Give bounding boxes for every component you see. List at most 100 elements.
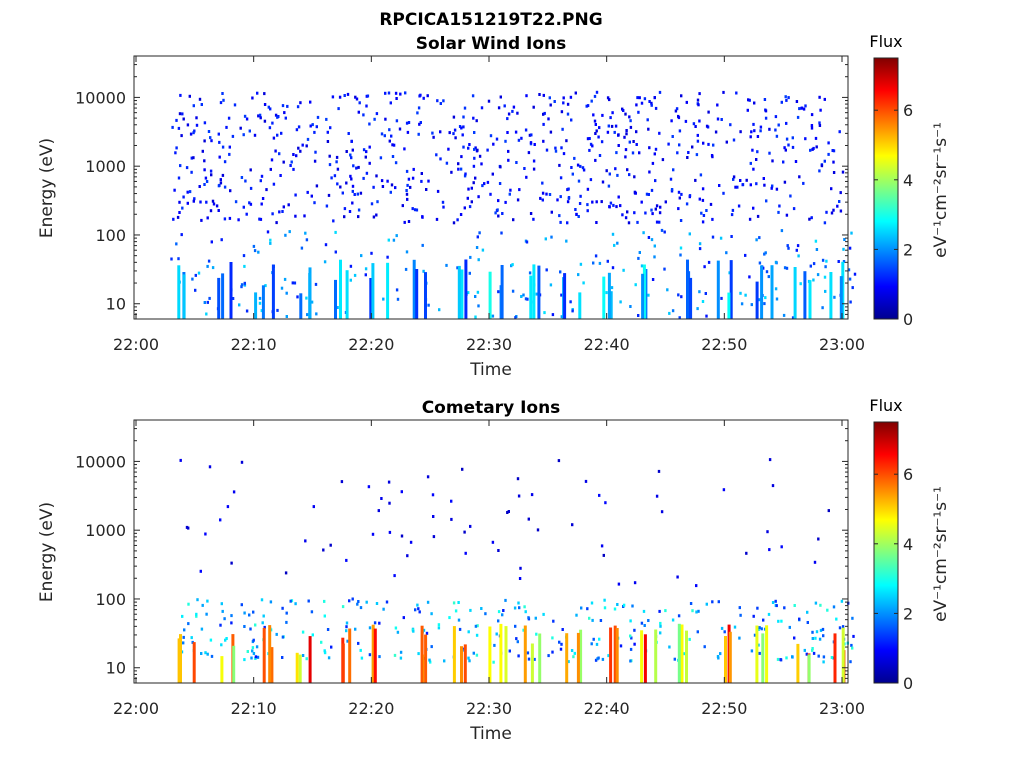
heatmap-cell	[565, 239, 568, 243]
heatmap-cell	[207, 259, 211, 263]
heatmap-cell	[370, 251, 373, 255]
heatmap-cell	[598, 154, 602, 157]
heatmap-cell	[452, 115, 456, 119]
heatmap-cell	[724, 636, 727, 683]
heatmap-cell	[204, 176, 208, 180]
heatmap-cell	[654, 629, 658, 683]
heatmap-cell	[658, 90, 662, 94]
heatmap-cell	[384, 117, 387, 121]
heatmap-cell	[190, 636, 193, 640]
heatmap-cell	[582, 168, 586, 172]
heatmap-cell	[398, 127, 402, 131]
heatmap-cell	[648, 170, 651, 174]
panel-title: Cometary Ions	[422, 398, 561, 418]
heatmap-cell	[387, 480, 391, 484]
heatmap-cell	[503, 104, 506, 108]
heatmap-cell	[516, 640, 519, 644]
heatmap-cell	[334, 279, 337, 319]
heatmap-cell	[633, 628, 636, 632]
heatmap-cell	[196, 598, 199, 602]
heatmap-cell	[608, 172, 611, 176]
heatmap-cell	[512, 105, 516, 109]
heatmap-cell	[386, 179, 389, 183]
heatmap-cell	[595, 221, 598, 224]
heatmap-cell	[793, 267, 797, 319]
heatmap-cell	[707, 142, 710, 146]
heatmap-cells	[177, 458, 855, 683]
heatmap-cell	[341, 191, 344, 195]
heatmap-cell	[295, 652, 299, 683]
x-axis-label: Time	[469, 360, 512, 380]
heatmap-cell	[404, 91, 407, 95]
heatmap-cell	[723, 630, 726, 634]
heatmap-cell	[607, 184, 611, 188]
heatmap-cell	[481, 184, 484, 188]
heatmap-cell	[832, 149, 836, 153]
heatmap-cell	[685, 100, 688, 104]
heatmap-cell	[373, 628, 377, 683]
heatmap-cell	[528, 133, 532, 137]
heatmap-cell	[803, 648, 806, 652]
heatmap-cell	[260, 309, 263, 313]
heatmap-cell	[358, 101, 361, 105]
heatmap-cell	[396, 630, 400, 634]
heatmap-cell	[629, 647, 633, 651]
heatmap-cell	[412, 167, 415, 171]
heatmap-cell	[323, 651, 327, 655]
heatmap-cell	[192, 199, 195, 203]
plot-frame	[133, 55, 849, 320]
heatmap-cell	[565, 633, 569, 683]
heatmap-cell	[728, 631, 732, 683]
heatmap-cell	[220, 643, 223, 647]
heatmap-cell	[707, 110, 710, 114]
heatmap-cell	[641, 273, 645, 319]
heatmap-cell	[468, 271, 471, 275]
heatmap-cell	[343, 207, 347, 211]
heatmap-cell	[603, 606, 607, 610]
heatmap-cell	[186, 123, 190, 127]
heatmap-cell	[350, 156, 353, 160]
heatmap-cell	[345, 270, 349, 319]
heatmap-cell	[733, 625, 737, 629]
heatmap-cell	[238, 303, 241, 307]
heatmap-cell	[474, 295, 477, 298]
colorbar-gradient	[873, 421, 899, 684]
heatmap-cell	[680, 295, 683, 299]
heatmap-cell	[566, 112, 570, 116]
heatmap-cell	[260, 598, 264, 602]
heatmap-cell	[232, 490, 236, 494]
x-tick-label: 22:30	[466, 699, 512, 718]
heatmap-cell	[190, 170, 193, 174]
heatmap-cell	[759, 129, 762, 133]
heatmap-cell	[353, 273, 357, 277]
heatmap-cell	[579, 164, 582, 168]
heatmap-cell	[471, 94, 475, 98]
heatmap-cell	[696, 139, 700, 143]
heatmap-cell	[249, 627, 252, 631]
heatmap-cell	[411, 176, 415, 180]
heatmap-cell	[422, 628, 426, 632]
heatmap-cell	[538, 633, 542, 683]
heatmap-cell	[675, 107, 679, 111]
heatmap-cell	[185, 166, 189, 170]
heatmap-cell	[585, 104, 588, 108]
heatmap-cell	[651, 278, 655, 281]
heatmap-cell	[625, 129, 628, 132]
heatmap-cell	[849, 300, 852, 304]
heatmap-cell	[325, 204, 329, 208]
heatmap-cell	[242, 254, 246, 258]
heatmap-cell	[231, 134, 235, 138]
colorbar-title: Flux	[869, 32, 902, 51]
heatmap-cell	[830, 211, 834, 215]
heatmap-cell	[411, 207, 414, 211]
heatmap-cell	[467, 630, 470, 634]
heatmap-cell	[177, 126, 181, 130]
heatmap-cell	[671, 618, 675, 622]
heatmap-cell	[476, 624, 479, 628]
heatmap-cell	[380, 179, 384, 183]
heatmap-cell	[763, 302, 766, 306]
heatmap-cell	[501, 613, 504, 617]
heatmap-cell	[395, 97, 398, 100]
heatmap-cell	[774, 287, 778, 291]
heatmap-cell	[429, 660, 432, 664]
